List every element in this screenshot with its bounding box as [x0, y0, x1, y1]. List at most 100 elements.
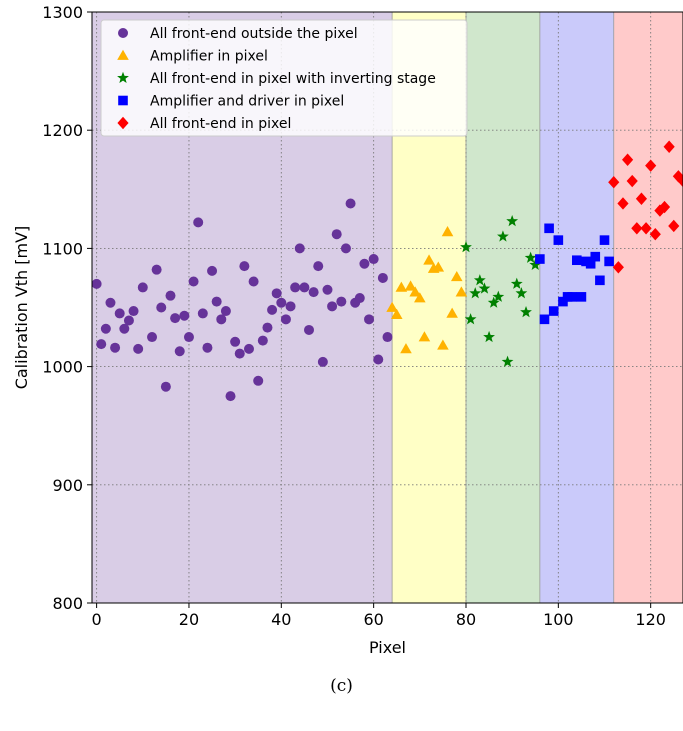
- data-point-star: [501, 355, 514, 367]
- y-tick-label: 800: [52, 594, 83, 613]
- data-point-diamond: [617, 197, 629, 210]
- data-point-diamond: [608, 176, 620, 189]
- legend-label: All front-end outside the pixel: [150, 26, 358, 42]
- data-point-circle: [364, 314, 375, 325]
- data-point-circle: [207, 265, 218, 276]
- data-point-diamond: [663, 140, 675, 153]
- data-point-triangle: [441, 226, 454, 237]
- data-point-diamond: [654, 204, 666, 217]
- data-point-circle: [202, 342, 213, 353]
- data-point-star: [464, 313, 477, 325]
- data-point-circle: [368, 254, 379, 265]
- data-point-circle: [179, 310, 190, 321]
- data-point-circle: [197, 308, 208, 319]
- legend-label: All front-end in pixel with inverting st…: [150, 71, 436, 87]
- data-point-circle: [322, 284, 333, 295]
- data-point-square: [595, 275, 605, 286]
- data-point-circle: [382, 332, 393, 343]
- data-point-triangle: [418, 331, 431, 342]
- x-tick-label: 60: [363, 610, 383, 629]
- data-point-circle: [188, 276, 199, 287]
- data-point-circle: [170, 313, 181, 324]
- data-point-diamond: [658, 200, 671, 214]
- data-point-square: [604, 256, 614, 267]
- data-point-star: [469, 287, 482, 299]
- data-point-circle: [248, 276, 259, 287]
- data-point-circle: [211, 296, 222, 307]
- data-point-circle: [114, 308, 125, 319]
- data-point-circle: [128, 306, 139, 317]
- data-point-triangle: [390, 308, 403, 319]
- figure-caption: (c): [330, 676, 353, 696]
- data-point-square: [567, 292, 577, 302]
- data-point-circle: [262, 322, 273, 333]
- data-point-square: [585, 258, 596, 269]
- data-point-circle: [253, 375, 264, 386]
- data-point-circle: [225, 391, 236, 402]
- axes: 0 20 40 60 80 100 120 800 900 1000 1100 1200 1300: [42, 3, 683, 629]
- data-point-square: [572, 255, 582, 266]
- data-point-star: [473, 274, 486, 286]
- data-point-triangle: [437, 339, 449, 350]
- data-point-diamond: [631, 222, 643, 235]
- data-point-circle: [230, 336, 241, 347]
- data-point-circle: [359, 258, 370, 269]
- data-point-circle: [267, 304, 278, 315]
- data-point-circle: [336, 296, 347, 307]
- region-band-4: [613, 12, 683, 603]
- legend-marker-square: [118, 95, 128, 106]
- data-point-circle: [354, 293, 365, 304]
- data-point-square: [539, 314, 550, 325]
- data-point-diamond: [668, 219, 680, 233]
- data-point-star: [478, 282, 491, 294]
- data-point-square: [599, 235, 610, 245]
- data-point-square: [535, 254, 545, 264]
- data-point-triangle: [446, 307, 458, 318]
- data-point-star: [497, 230, 509, 242]
- data-point-circle: [299, 282, 310, 293]
- data-point-triangle: [423, 254, 435, 265]
- data-point-triangle: [432, 261, 445, 272]
- data-point-circle: [285, 301, 296, 312]
- data-point-circle: [183, 332, 194, 343]
- data-point-circle: [345, 198, 356, 209]
- legend-label: Amplifier in pixel: [150, 49, 268, 65]
- y-axis-label: Calibration Vth [mV]: [12, 226, 31, 390]
- data-point-circle: [193, 217, 204, 228]
- data-point-diamond: [640, 222, 652, 235]
- data-point-star: [492, 290, 505, 302]
- y-tick-label: 1200: [42, 121, 83, 140]
- data-point-circle: [105, 297, 116, 308]
- data-point-diamond: [622, 153, 634, 166]
- data-point-square: [553, 235, 564, 245]
- data-point-circle: [243, 343, 254, 354]
- y-tick-label: 1000: [42, 358, 83, 377]
- data-point-triangle: [414, 292, 426, 303]
- data-point-circle: [92, 278, 102, 289]
- data-point-diamond: [649, 228, 661, 241]
- data-point-triangle: [386, 301, 398, 312]
- data-point-circle: [119, 323, 130, 334]
- legend-marker-triangle: [117, 49, 129, 60]
- data-point-circle: [123, 315, 134, 326]
- data-point-circle: [100, 323, 111, 334]
- data-point-circle: [377, 272, 388, 283]
- data-point-circle: [327, 301, 338, 312]
- data-point-circle: [340, 243, 351, 254]
- data-points: [92, 140, 683, 402]
- data-point-square: [590, 251, 601, 262]
- data-point-circle: [308, 287, 319, 298]
- x-axis-label: Pixel: [369, 638, 406, 657]
- data-point-circle: [151, 264, 162, 275]
- data-point-triangle: [409, 286, 422, 297]
- data-point-triangle: [455, 286, 468, 297]
- data-point-circle: [304, 324, 315, 335]
- data-point-diamond: [626, 174, 638, 188]
- data-point-circle: [331, 229, 342, 240]
- data-point-star: [520, 306, 532, 318]
- legend-marker-circle: [118, 28, 128, 38]
- data-point-circle: [133, 343, 144, 354]
- y-tick-label: 1300: [42, 3, 83, 22]
- legend-box: [100, 19, 468, 137]
- data-point-circle: [317, 356, 328, 367]
